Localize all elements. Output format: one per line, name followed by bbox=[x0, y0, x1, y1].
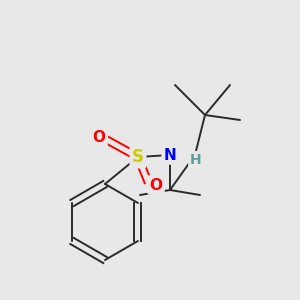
Text: H: H bbox=[190, 153, 202, 167]
Text: S: S bbox=[132, 148, 144, 166]
Text: O: O bbox=[92, 130, 106, 145]
Text: O: O bbox=[149, 178, 163, 193]
Text: N: N bbox=[164, 148, 176, 163]
